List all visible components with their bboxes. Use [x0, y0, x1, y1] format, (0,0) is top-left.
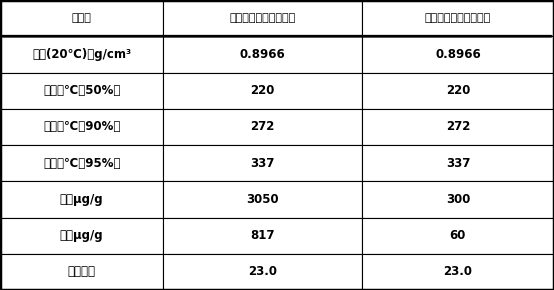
Text: 3050: 3050: [247, 193, 279, 206]
Bar: [163, 36, 362, 72]
Bar: [362, 109, 554, 145]
Text: 272: 272: [446, 120, 470, 133]
Text: 0.8966: 0.8966: [240, 48, 285, 61]
Bar: [362, 0, 554, 36]
Bar: [163, 109, 362, 145]
Text: 220: 220: [250, 84, 275, 97]
Text: 精制前的胜利催化柴油: 精制前的胜利催化柴油: [229, 13, 296, 23]
Text: 氮，μg/g: 氮，μg/g: [60, 229, 104, 242]
Bar: [163, 218, 362, 254]
Text: 23.0: 23.0: [443, 265, 473, 278]
Bar: [0, 145, 163, 181]
Bar: [0, 109, 163, 145]
Bar: [362, 254, 554, 290]
Bar: [362, 72, 554, 109]
Text: 300: 300: [446, 193, 470, 206]
Text: 337: 337: [446, 157, 470, 170]
Bar: [163, 72, 362, 109]
Text: 272: 272: [250, 120, 275, 133]
Bar: [362, 145, 554, 181]
Text: 0.8966: 0.8966: [435, 48, 481, 61]
Bar: [362, 36, 554, 72]
Text: 馏程，℃（95%）: 馏程，℃（95%）: [43, 157, 120, 170]
Bar: [0, 254, 163, 290]
Text: 密度(20℃)，g/cm³: 密度(20℃)，g/cm³: [32, 48, 131, 61]
Text: 817: 817: [250, 229, 275, 242]
Bar: [163, 181, 362, 218]
Bar: [0, 72, 163, 109]
Text: 十六烷值: 十六烷值: [68, 265, 96, 278]
Text: 原料油: 原料油: [72, 13, 91, 23]
Bar: [362, 181, 554, 218]
Text: 337: 337: [250, 157, 275, 170]
Bar: [0, 181, 163, 218]
Text: 60: 60: [450, 229, 466, 242]
Text: 23.0: 23.0: [248, 265, 277, 278]
Text: 硫，μg/g: 硫，μg/g: [60, 193, 104, 206]
Bar: [0, 0, 163, 36]
Text: 馏程，℃（50%）: 馏程，℃（50%）: [43, 84, 120, 97]
Bar: [362, 218, 554, 254]
Bar: [163, 0, 362, 36]
Text: 220: 220: [446, 84, 470, 97]
Bar: [0, 218, 163, 254]
Text: 馏程，℃（90%）: 馏程，℃（90%）: [43, 120, 120, 133]
Bar: [163, 254, 362, 290]
Bar: [0, 36, 163, 72]
Text: 精制后的胜利催化柴油: 精制后的胜利催化柴油: [425, 13, 491, 23]
Bar: [163, 145, 362, 181]
